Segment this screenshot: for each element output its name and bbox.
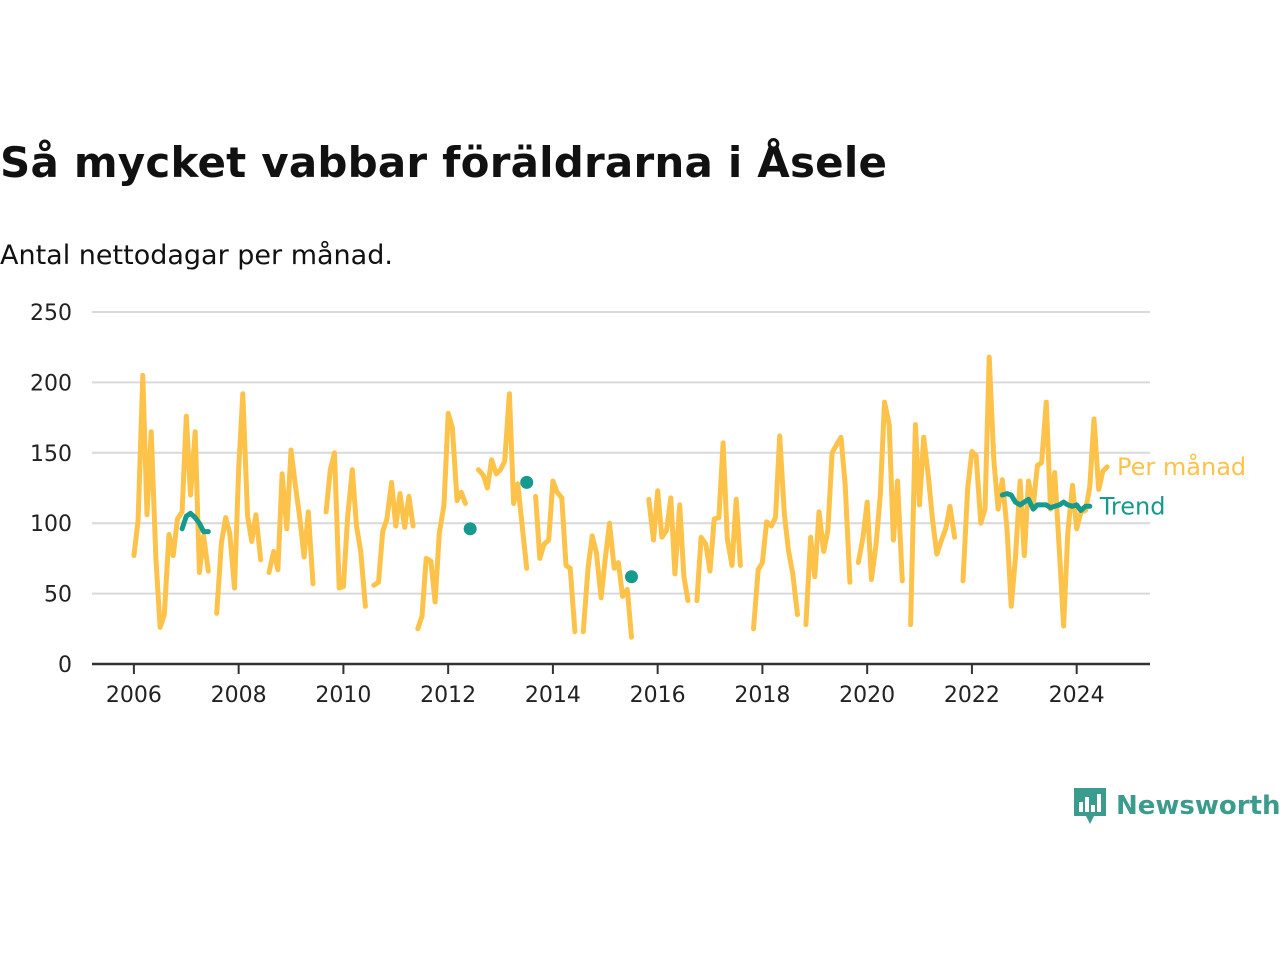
series-line-segment <box>476 391 530 571</box>
x-tick-label: 2012 <box>420 683 476 708</box>
series-line-segment <box>179 510 211 535</box>
series-line-segment <box>533 478 578 635</box>
series-line-segment <box>646 488 691 604</box>
series-line-segment <box>999 491 1093 513</box>
series-line-segment <box>214 391 264 616</box>
x-tick-label: 2020 <box>839 683 895 708</box>
newsworthy-logo-icon <box>1074 788 1106 824</box>
series-line-segment <box>908 422 958 628</box>
series-per-manad <box>131 354 1110 640</box>
x-tick-label: 2016 <box>630 683 686 708</box>
chart-subtitle: Antal nettodagar per månad. <box>0 240 393 271</box>
series-line-segment <box>266 447 316 587</box>
series-line-segment <box>580 520 634 640</box>
data-point <box>624 570 638 584</box>
y-axis-ticks: 0 50 100 150 200 250 <box>30 301 72 678</box>
brand-logo: Newsworthy <box>1072 786 1280 826</box>
x-tick-label: 2024 <box>1049 683 1105 708</box>
series-line-segment <box>960 354 1110 629</box>
legend: Per månad Trend <box>1099 452 1246 520</box>
legend-label: Per månad <box>1117 452 1246 481</box>
series-line-segment <box>803 434 853 628</box>
brand-name: Newsworthy <box>1116 791 1280 821</box>
chart-title: Så mycket vabbar föräldrarna i Åsele <box>0 138 888 187</box>
legend-label: Trend <box>1099 492 1166 520</box>
series-line-segment <box>131 372 211 630</box>
x-tick-label: 2018 <box>734 683 790 708</box>
x-tick-label: 2006 <box>106 683 162 708</box>
x-axis-ticks: 2006 2008 2010 2012 2014 2016 2018 2020 2022 2024 <box>106 664 1105 708</box>
data-point <box>520 475 534 489</box>
x-tick-label: 2014 <box>525 683 581 708</box>
y-tick-label: 200 <box>30 371 72 396</box>
series-line-segment <box>694 440 743 604</box>
series-line-segment <box>751 433 800 632</box>
x-tick-label: 2008 <box>211 683 267 708</box>
y-tick-label: 250 <box>30 301 72 326</box>
y-tick-label: 150 <box>30 442 72 467</box>
series-trend <box>179 475 1093 584</box>
x-tick-label: 2022 <box>944 683 1000 708</box>
series-line-segment <box>855 399 905 584</box>
series-line-segment <box>371 479 416 588</box>
data-point <box>463 522 477 536</box>
series-line-segment <box>323 450 368 609</box>
x-tick-label: 2010 <box>315 683 371 708</box>
series-layer <box>131 354 1110 640</box>
y-tick-label: 100 <box>30 512 72 537</box>
series-line-segment <box>415 410 468 632</box>
y-tick-label: 0 <box>58 653 72 678</box>
y-tick-label: 50 <box>44 583 72 608</box>
